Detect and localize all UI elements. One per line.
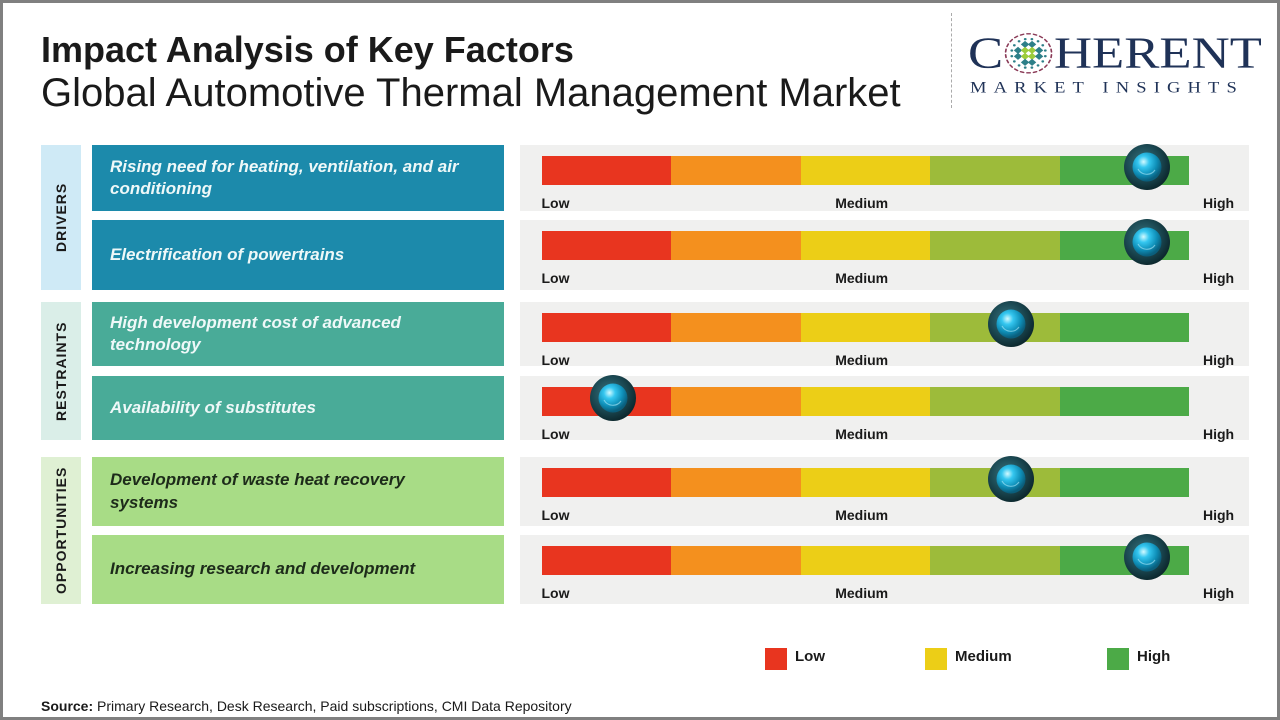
svg-text:C: C [968,27,1003,77]
svg-text:HERENT: HERENT [1054,27,1261,77]
svg-text:MARKET INSIGHTS: MARKET INSIGHTS [970,79,1244,96]
